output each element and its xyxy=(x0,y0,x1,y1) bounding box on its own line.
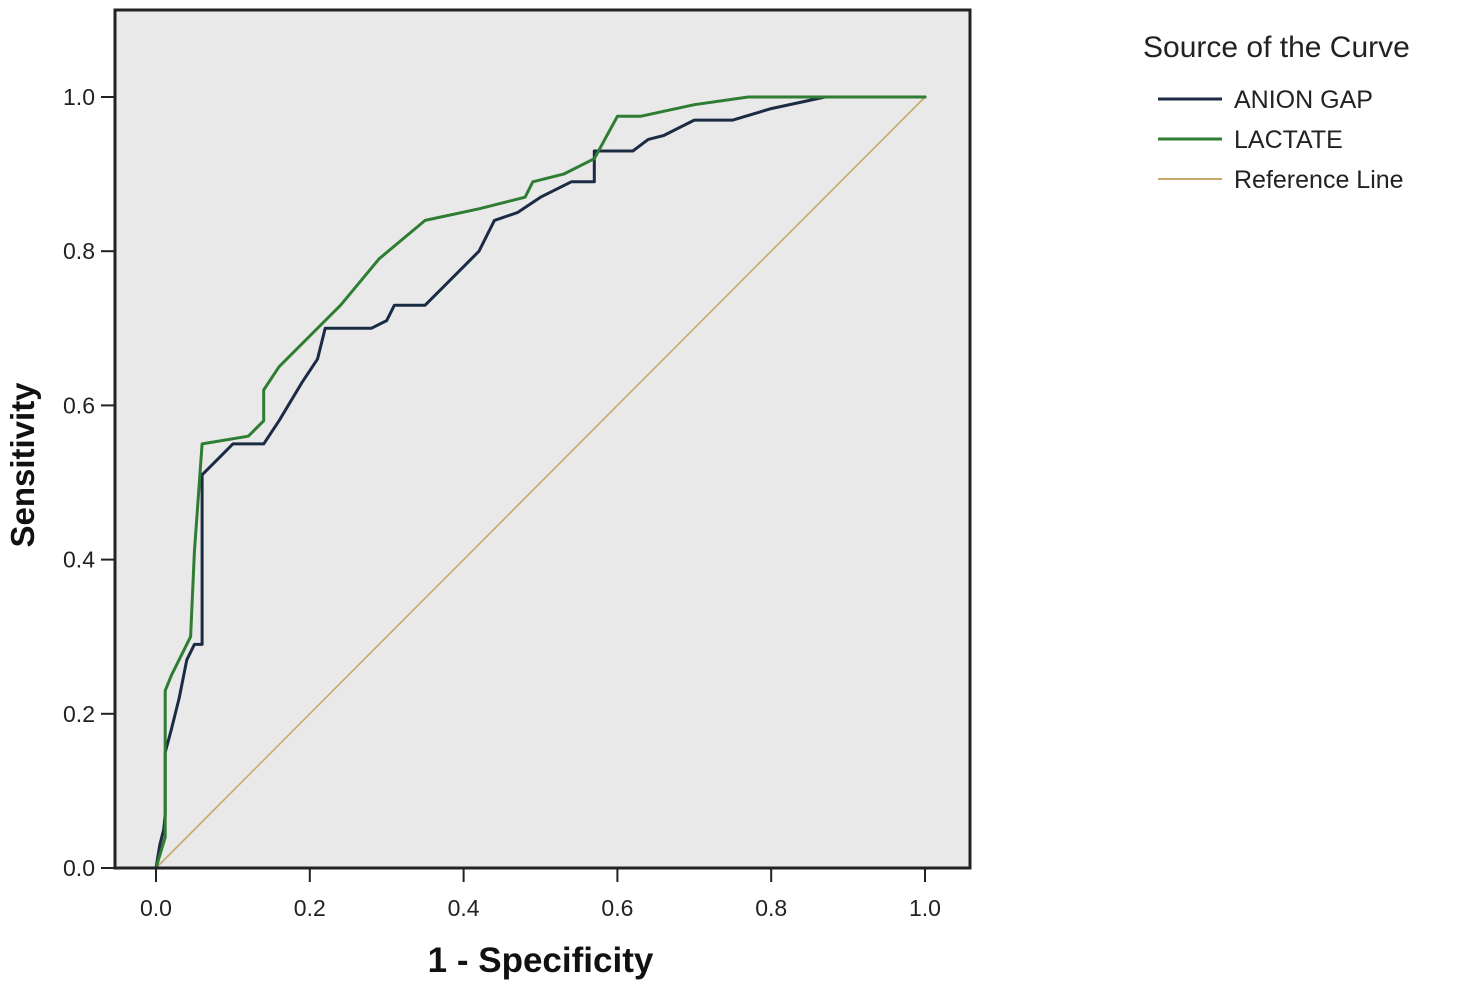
series-line-lactate xyxy=(154,95,927,870)
x-axis-title: 1 - Specificity xyxy=(428,941,654,980)
x-tick-label: 0.6 xyxy=(601,895,633,921)
legend-label-lactate: LACTATE xyxy=(1234,126,1343,154)
series-line-reference-line xyxy=(155,96,926,869)
x-tick-label: 0.8 xyxy=(755,895,787,921)
y-tick-label: 0.6 xyxy=(63,392,95,418)
y-axis: 0.0 0.2 0.4 0.6 0.8 1.0 xyxy=(63,10,116,881)
legend-items: ANION GAP LACTATE Reference Line xyxy=(1158,86,1404,194)
series-layer xyxy=(154,95,927,870)
y-tick-label: 0.0 xyxy=(63,855,95,881)
y-tick-label: 0.4 xyxy=(63,547,95,573)
legend-label-reference-line: Reference Line xyxy=(1234,166,1404,194)
legend-label-anion-gap: ANION GAP xyxy=(1234,86,1373,114)
x-tick-label: 1.0 xyxy=(909,895,941,921)
y-axis-title: Sensitivity xyxy=(4,382,41,548)
series-line-anion-gap xyxy=(154,95,927,870)
legend-title: Source of the Curve xyxy=(1143,31,1410,64)
y-tick-label: 0.8 xyxy=(63,238,95,264)
x-axis: 0.0 0.2 0.4 0.6 0.8 1.0 xyxy=(115,867,970,921)
x-tick-label: 0.0 xyxy=(140,895,172,921)
y-tick-label: 0.2 xyxy=(63,701,95,727)
reference-line-layer xyxy=(155,96,926,869)
x-tick-label: 0.4 xyxy=(448,895,480,921)
legend: Source of the Curve ANION GAP LACTATE Refe… xyxy=(1143,31,1410,194)
x-tick-label: 0.2 xyxy=(294,895,326,921)
plot-area xyxy=(115,10,970,868)
y-tick-label: 1.0 xyxy=(63,84,95,110)
